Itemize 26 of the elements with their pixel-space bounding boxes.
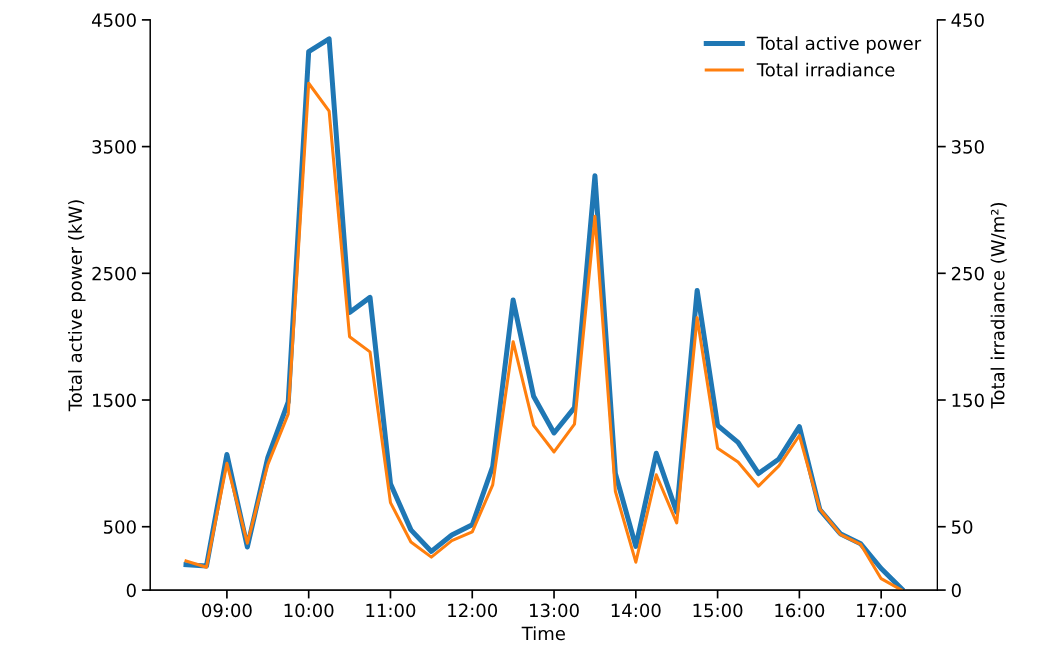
y2-axis-title: Total irradiance (W/m²): [990, 202, 1007, 409]
y2-tick-label: 0: [951, 583, 961, 598]
y-tick-label: 500: [103, 520, 136, 534]
y2-tick-label: 350: [951, 140, 984, 154]
y-tick-label: 0: [126, 583, 136, 598]
x-tick-label: 17:00: [857, 603, 906, 618]
y-tick-label: 1500: [93, 393, 136, 408]
y-tick-label: 4500: [91, 13, 136, 28]
legend-label: Total active power: [756, 36, 922, 54]
x-tick-label: 11:00: [366, 603, 416, 618]
x-tick-label: 10:00: [284, 603, 334, 618]
y2-tick-label: 450: [951, 13, 984, 28]
y2-tick-label: 50: [951, 520, 973, 534]
x-axis-title: Time: [521, 626, 565, 641]
x-tick-label: 15:00: [693, 603, 743, 618]
y2-tick-label: 250: [951, 266, 984, 281]
y-tick-label: 2500: [92, 266, 136, 281]
y-tick-label: 3500: [92, 140, 136, 154]
x-tick-label: 14:00: [611, 603, 661, 618]
y-axis-title: Total active power (kW): [68, 200, 86, 412]
x-tick-label: 13:00: [530, 603, 579, 618]
legend-label: Total irradiance: [756, 62, 895, 77]
y2-tick-label: 150: [952, 393, 984, 408]
x-tick-label: 16:00: [775, 603, 825, 618]
x-tick-label: 09:00: [202, 603, 252, 618]
x-tick-label: 12:00: [448, 603, 498, 618]
